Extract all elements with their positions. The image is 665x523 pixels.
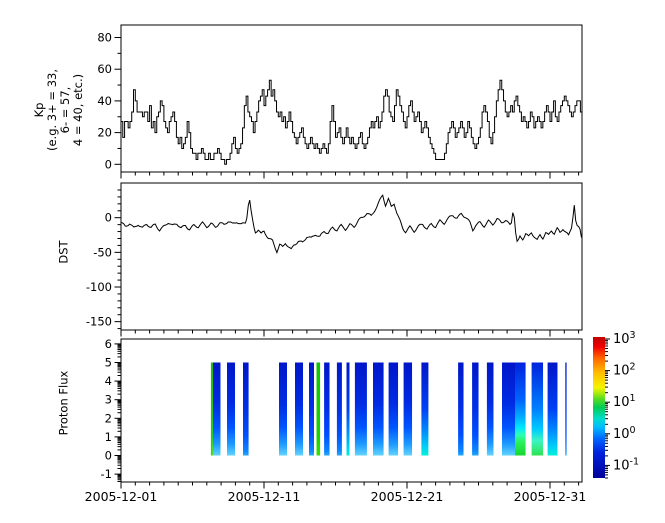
flux-bar <box>309 362 314 456</box>
colorbar-tick-label: 101 <box>613 393 636 410</box>
colorbar-ticks <box>605 338 610 479</box>
colorbar-tick-label: 102 <box>613 362 636 379</box>
flux-bar <box>324 362 330 456</box>
flux-bar <box>421 362 429 456</box>
colorbar-tick-label: 100 <box>613 425 636 442</box>
y-tick-label: 0 <box>105 211 112 225</box>
flux-bar <box>212 362 221 456</box>
flux-bar <box>547 362 558 456</box>
y-tick-label: 80 <box>97 31 112 45</box>
y-tick-label: 0 <box>105 157 112 171</box>
flux-bar <box>210 362 213 456</box>
kp-panel <box>120 24 583 173</box>
flux-panel <box>120 338 583 483</box>
flux-bar <box>515 362 526 456</box>
y-tick-label: 5 <box>105 356 112 370</box>
flux-bar <box>373 362 384 456</box>
proton-flux-axis-label: Proton Flux <box>56 370 71 436</box>
axis-ticks <box>114 37 580 489</box>
x-axis-labels: 2005-12-01 2005-12-11 2005-12-21 2005-12-31 <box>85 489 587 504</box>
y-tick-label: 3 <box>105 393 112 407</box>
flux-bar <box>388 362 399 456</box>
y-tick-label: -100 <box>86 280 112 294</box>
dst-axis-label: DST <box>56 240 71 264</box>
x-tick-label: 2005-12-11 <box>228 489 301 504</box>
y-tick-label: 20 <box>97 126 112 140</box>
flux-bar <box>295 362 304 456</box>
flux-bar <box>531 362 544 456</box>
y-tick-label: 2 <box>105 411 112 425</box>
colorbar-tick-label: 10-1 <box>613 456 639 473</box>
flux-bar <box>227 362 236 456</box>
dst-series-line <box>121 194 582 254</box>
colorbar <box>593 337 605 478</box>
flux-bar <box>336 362 342 456</box>
proton-flux-bars <box>210 362 567 456</box>
kp-axis-label-line4: 4 = 40, etc.) <box>71 73 85 147</box>
y-tick-label: 6 <box>105 337 112 351</box>
x-tick-label: 2005-12-31 <box>514 489 587 504</box>
flux-bar <box>458 362 464 456</box>
flux-bar <box>502 362 516 456</box>
flux-bar <box>243 362 249 456</box>
y-tick-label: 60 <box>97 62 112 76</box>
colorbar-tick-label: 103 <box>613 330 636 347</box>
kp-series-line <box>121 79 582 165</box>
flux-bar <box>346 362 350 456</box>
dst-panel <box>120 182 583 331</box>
colorbar-labels: 103 102 101 100 10-1 <box>613 330 639 473</box>
y-tick-label: 0 <box>105 449 112 463</box>
flux-bar <box>565 362 567 456</box>
flux-bar <box>316 362 321 456</box>
y-tick-label: -150 <box>86 315 112 329</box>
y-axis-labels: 0 20 40 60 80 0 -50 -100 -150 -1 0 1 2 3 4 5 6 <box>86 31 112 482</box>
flux-bar <box>472 362 479 456</box>
flux-bar <box>279 362 288 456</box>
x-tick-label: 2005-12-21 <box>371 489 444 504</box>
flux-bar <box>403 362 413 456</box>
y-tick-label: -50 <box>93 245 112 259</box>
kp-axis-label: Kp (e.g. 3+ = 33, 6- = 57, 4 = 40, etc.) <box>32 69 85 151</box>
x-tick-label: 2005-12-01 <box>85 489 158 504</box>
flux-bar <box>354 362 367 456</box>
y-tick-label: 4 <box>105 374 112 388</box>
flux-bar <box>486 362 494 456</box>
y-tick-label: 1 <box>105 430 112 444</box>
y-tick-label: 40 <box>97 94 112 108</box>
y-tick-label: -1 <box>101 467 112 481</box>
